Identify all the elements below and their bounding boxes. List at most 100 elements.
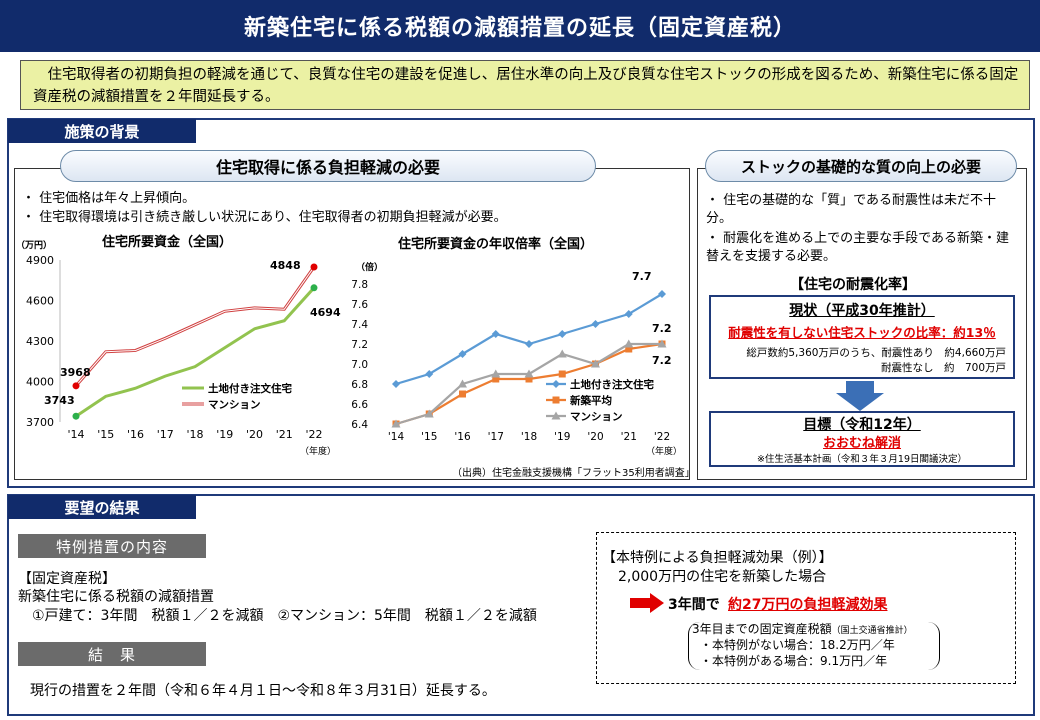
chart2-point (525, 340, 533, 348)
chart1-ytick: 4600 (26, 295, 54, 308)
chart-housing-funds: 住宅所要資金（全国） （万円） （年度） 4900 4600 4300 4000 3700 '1… (16, 234, 341, 457)
chart2-ytick: 6.4 (351, 419, 368, 431)
chart1-series-mansion-inner (75, 266, 315, 387)
calc-title: 3年目までの固定資産税額 (692, 622, 832, 636)
chart1-xtick: '18 (186, 428, 203, 441)
chart1-xtick: '22 (305, 428, 322, 441)
special-tab: 特例措置の内容 (18, 534, 206, 558)
chart-income-ratio: 住宅所要資金の年収倍率（全国） （倍） （年度） 7.8 7.6 7.4 7.2 7.0 6.8… (351, 236, 682, 457)
chart2-legend-marker (552, 380, 560, 388)
chart2-point (525, 375, 533, 383)
chart2-xtick: '14 (388, 431, 405, 443)
source-note: （出典）住宅金融支援機構「フラット35利用者調査」 (452, 468, 695, 479)
chart2-title: 住宅所要資金の年収倍率（全国） (398, 236, 593, 252)
chart2-ytick: 7.2 (351, 339, 368, 351)
chart1-ytick: 3700 (26, 416, 54, 429)
chart1-xtick: '21 (276, 428, 293, 441)
chart1-point (310, 263, 318, 271)
chart2-legend-label: マンション (570, 411, 623, 423)
chart2-legend-marker (552, 396, 560, 404)
chart2-point (491, 369, 501, 378)
left-pill: 住宅取得に係る負担軽減の必要 (60, 150, 596, 182)
chart1-xtick: '16 (127, 428, 144, 441)
background-tab: 施策の背景 (8, 119, 196, 143)
result-line-1: 【固定資産税】 (18, 571, 116, 587)
chart2-point (391, 419, 401, 428)
chart2-label-end-2: 7.2 (652, 322, 672, 335)
chart2-label-end-3: 7.2 (652, 354, 672, 367)
result-line-2: 新築住宅に係る税額の減額措置 (18, 589, 214, 605)
chart2-legend-label: 新築平均 (570, 394, 612, 407)
chart2-xlabel: （年度） (646, 445, 682, 457)
chart2-point (658, 290, 666, 298)
effect-case: 2,000万円の住宅を新築した場合 (618, 569, 827, 585)
result-subtab: 結 果 (18, 642, 206, 666)
chart2-ytick: 6.6 (351, 399, 368, 411)
intro-box: 住宅取得者の初期負担の軽減を通じて、良質な住宅の建設を促進し、居住水準の向上及び… (20, 60, 1030, 110)
chart2-point (392, 380, 400, 388)
calc-note: （国土交通省推計） (831, 626, 913, 636)
result-text: 現行の措置を２年間（令和６年４月１日～令和８年３月31日）延長する。 (30, 683, 496, 699)
effect-box (596, 532, 1016, 684)
page-title: 新築住宅に係る税額の減額措置の延長（固定資産税） (0, 0, 1040, 52)
right-pill: ストックの基礎的な質の向上の必要 (705, 150, 1017, 182)
chart1-series-house (75, 286, 316, 418)
current-red: 耐震性を有しない住宅ストックの比率：約13％ (728, 325, 996, 340)
chart1-xlabel: （年度） (300, 445, 336, 457)
chart1-xtick: '19 (216, 428, 233, 441)
chart2-xtick: '21 (621, 431, 637, 443)
chart1-legend-mansion: マンション (208, 399, 261, 411)
chart2-point (524, 369, 534, 378)
chart2-xtick: '17 (488, 431, 504, 443)
chart2-point (458, 350, 467, 358)
chart2-ytick: 6.8 (351, 379, 368, 391)
chart1-xtick: '20 (246, 428, 263, 441)
chart2-point (459, 390, 466, 398)
chart2-point (591, 320, 600, 328)
chart1-ytick: 4300 (26, 335, 54, 348)
down-arrow-shape (836, 381, 884, 411)
chart2-point (625, 345, 633, 353)
chart2-xtick: '15 (421, 431, 437, 443)
background-panel (7, 118, 1035, 488)
chart2-ytick: 7.4 (351, 319, 368, 331)
chart2-legend-label: 土地付き注文住宅 (570, 378, 654, 391)
chart2-point (558, 370, 566, 378)
current-title: 現状（平成30年推計） (789, 303, 935, 319)
chart1-point (72, 382, 80, 390)
calc-title-row: 3年目までの固定資産税額（国土交通省推計） (692, 620, 913, 637)
goal-note: ※住生活基本計画（令和３年３月19日閣議決定） (756, 454, 968, 465)
current-detail-2: 耐震性なし 約 700万戸 (880, 362, 1006, 374)
goal-box (709, 411, 1015, 467)
effect-title: 【本特例による負担軽減効果（例）】 (602, 550, 833, 566)
chart2-point (558, 330, 567, 338)
chart2-ytick: 7.0 (351, 359, 368, 371)
chart2-ylabel: （倍） (356, 261, 383, 273)
result-line-3: ①戸建て：3年間 税額１／２を減額 ②マンション：5年間 税額１／２を減額 (18, 608, 537, 624)
chart1-label-start-house: 3743 (44, 394, 75, 407)
chart2-point (424, 409, 434, 418)
goal-title: 目標（令和12年） (803, 417, 921, 433)
effect-prefix: 3年間で (668, 597, 720, 613)
chart1-xtick: '15 (97, 428, 114, 441)
right-arrow-icon (630, 593, 664, 613)
right-bullet-2: ・ 耐震化を進める上での主要な手段である新築・建替えを支援する必要。 (706, 231, 1010, 264)
chart1-title: 住宅所要資金（全国） (102, 234, 232, 250)
chart2-point (491, 330, 500, 338)
chart2-ytick: 7.8 (351, 279, 368, 291)
chart1-label-end-mansion: 4848 (270, 259, 301, 272)
chart2-label-end-1: 7.7 (632, 270, 652, 283)
chart2-xtick: '18 (521, 431, 537, 443)
chart2-xtick: '19 (554, 431, 570, 443)
chart2-legend-marker (551, 411, 561, 420)
chart1-label-start-mansion: 3968 (60, 366, 91, 379)
calc-bracket (688, 622, 940, 670)
current-detail-1: 総戸数約5,360万戸のうち、耐震性あり 約4,660万戸 (746, 347, 1006, 359)
chart1-ytick: 4000 (26, 376, 54, 389)
bullet-1: ・ 住宅価格は年々上昇傾向。 (22, 191, 196, 206)
right-bullet-1: ・ 住宅の基礎的な「質」である耐震性は未だ不十分。 (706, 193, 997, 226)
chart2-point (425, 370, 434, 378)
rate-title: 【住宅の耐震化率】 (790, 277, 916, 293)
effect-red: 約27万円の負担軽減効果 (728, 597, 888, 613)
current-box (709, 295, 1015, 379)
